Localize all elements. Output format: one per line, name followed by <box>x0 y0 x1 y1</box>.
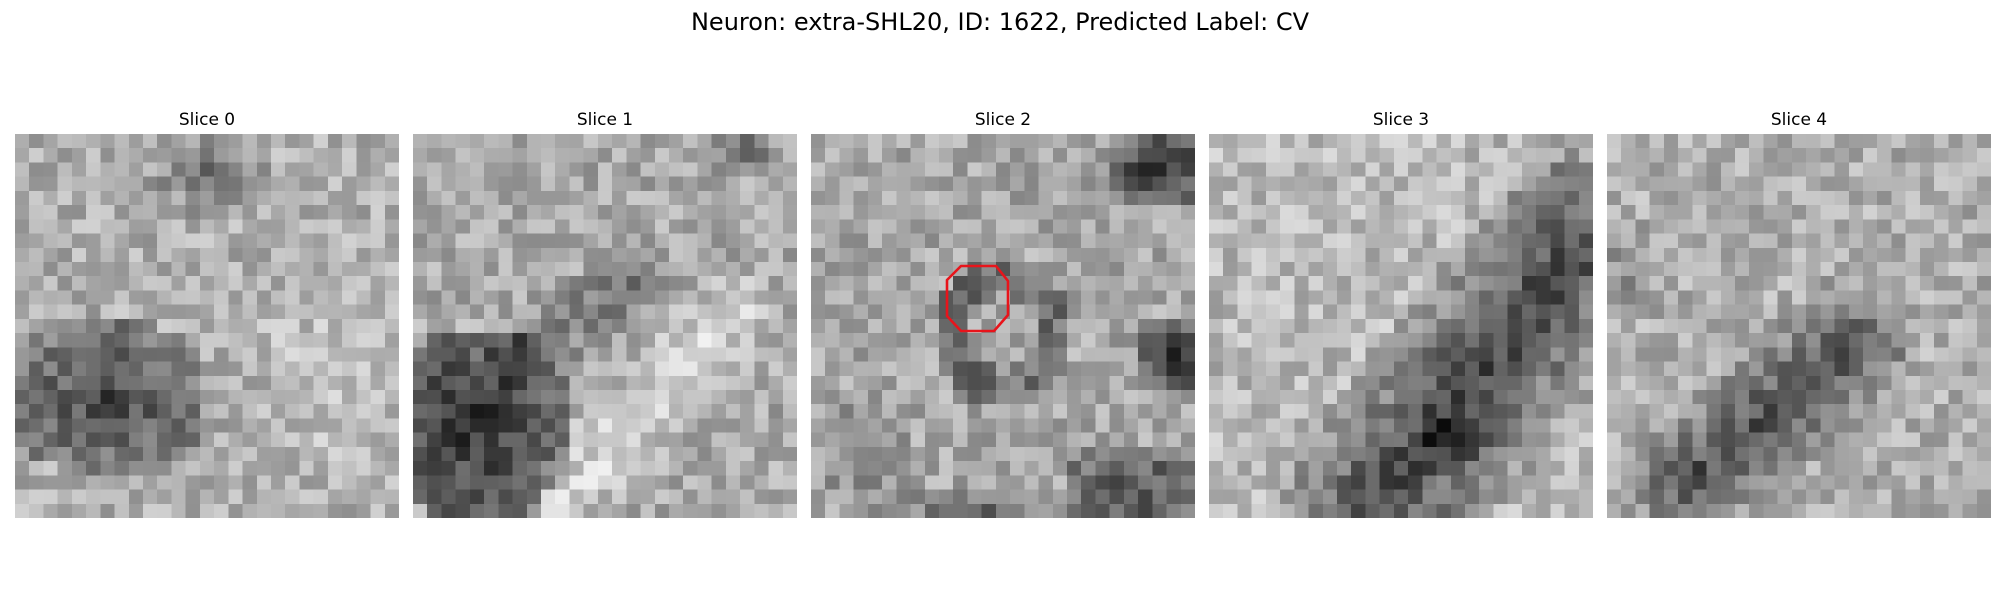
slice-image-4 <box>1607 134 1991 518</box>
figure-title: Neuron: extra-SHL20, ID: 1622, Predicted… <box>690 8 1310 36</box>
slice-title-1: Slice 1 <box>576 110 634 130</box>
slice-image-3 <box>1209 134 1593 518</box>
slice-image-2 <box>811 134 1195 518</box>
slice-title-2: Slice 2 <box>974 110 1032 130</box>
slice-title-3: Slice 3 <box>1372 110 1430 130</box>
slice-image-0 <box>15 134 399 518</box>
slice-panel-1: Slice 1 <box>413 108 797 518</box>
slice-panel-2: Slice 2 <box>811 108 1195 518</box>
slice-title-0: Slice 0 <box>178 110 236 130</box>
slice-panel-4: Slice 4 <box>1607 108 1991 518</box>
slice-panel-3: Slice 3 <box>1209 108 1593 518</box>
slice-title-4: Slice 4 <box>1770 110 1828 130</box>
slice-panel-0: Slice 0 <box>15 108 399 518</box>
slice-image-1 <box>413 134 797 518</box>
